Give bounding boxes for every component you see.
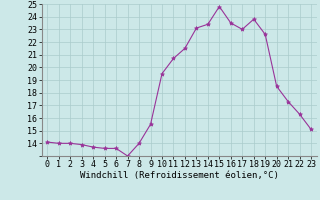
X-axis label: Windchill (Refroidissement éolien,°C): Windchill (Refroidissement éolien,°C) xyxy=(80,171,279,180)
